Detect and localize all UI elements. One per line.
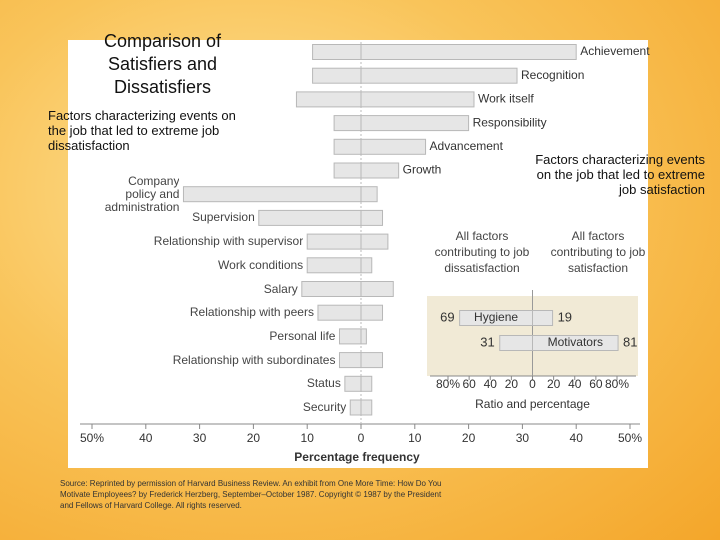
category-label: Advancement (430, 139, 504, 153)
right-note: Factors characterizing events on the job… (535, 152, 705, 197)
bar (360, 209, 384, 226)
chart-title: Comparison of Satisfiers and Dissatisfie… (103, 31, 222, 97)
x-tick-label: 40 (568, 377, 582, 391)
category-label: Responsibility (473, 115, 547, 129)
category-label: Relationship with supervisor (153, 234, 304, 249)
bar (360, 162, 400, 179)
x-tick-label: 30 (193, 431, 207, 445)
series-header-box: All factors contributing to job dissatis… (434, 229, 530, 275)
bar (360, 375, 373, 392)
category-label: Company policy and administration (104, 173, 180, 214)
category-label-box: Relationship with subordinates (172, 352, 336, 367)
category-label: Work conditions (218, 257, 304, 272)
value-label: 81 (623, 334, 637, 349)
bar (349, 399, 362, 416)
value-label: 69 (440, 309, 454, 324)
x-axis-label: Percentage frequency (294, 450, 420, 464)
category-label: Achievement (580, 44, 650, 58)
left-note: Factors characterizing events on the job… (48, 108, 236, 153)
bar (306, 233, 362, 250)
bar (295, 91, 362, 108)
bar (312, 44, 362, 60)
bar (360, 67, 518, 84)
category-label: Growth (403, 163, 442, 177)
chart-panel (68, 40, 648, 468)
x-tick-label: 20 (462, 431, 476, 445)
x-tick-label: 80% (605, 377, 629, 391)
category-label-box: Salary (263, 281, 298, 296)
bar (333, 138, 362, 155)
category-label: Status (306, 376, 341, 391)
category-label: Security (302, 400, 347, 414)
bar (360, 304, 384, 321)
bar (360, 91, 475, 108)
bar (312, 67, 362, 84)
bar (333, 162, 362, 179)
bar (338, 352, 362, 369)
category-label-box: Status (306, 376, 341, 391)
bar (333, 115, 362, 132)
bar (338, 328, 362, 345)
series-header-box: All factors contributing to job satisfac… (550, 229, 646, 275)
category-label-box: Relationship with peers (189, 305, 314, 320)
bar (360, 257, 373, 274)
x-tick-label: 30 (516, 431, 530, 445)
bar (360, 138, 427, 155)
series-header: All factors contributing to job dissatis… (434, 229, 530, 275)
bar (532, 310, 554, 326)
series-header: All factors contributing to job satisfac… (550, 229, 646, 275)
x-tick-label: 50% (618, 431, 642, 445)
category-label: Motivators (548, 335, 603, 349)
category-label: Work itself (478, 92, 534, 106)
x-tick-label: 0 (529, 377, 536, 391)
x-tick-label: 60 (462, 377, 476, 391)
category-label-box: Security (302, 400, 347, 414)
bar (499, 335, 534, 351)
bar (306, 257, 362, 274)
bar (360, 281, 394, 297)
x-tick-label: 10 (301, 431, 315, 445)
category-label: Relationship with peers (189, 305, 314, 320)
x-tick-label: 20 (505, 377, 519, 391)
category-label-box: Personal life (269, 328, 336, 343)
x-tick-label: 0 (358, 431, 365, 445)
bar (532, 335, 619, 351)
x-tick-label: 40 (570, 431, 584, 445)
bar (360, 352, 384, 369)
x-tick-label: 20 (247, 431, 261, 445)
category-label: Salary (263, 281, 298, 296)
x-axis-label: Ratio and percentage (475, 397, 590, 411)
category-label-box: Relationship with supervisor (153, 234, 304, 249)
category-label: Relationship with subordinates (172, 352, 336, 367)
bar (360, 115, 470, 132)
category-label-box: Work conditions (218, 257, 304, 272)
x-tick-label: 20 (547, 377, 561, 391)
category-label: Hygiene (474, 310, 518, 324)
bar (360, 233, 389, 250)
bar (360, 44, 577, 60)
x-tick-label: 40 (139, 431, 153, 445)
value-label: 19 (558, 309, 572, 324)
category-label-box: Supervision (192, 210, 255, 225)
category-label: Supervision (192, 210, 255, 225)
x-tick-label: 60 (589, 377, 603, 391)
category-label: Personal life (269, 328, 336, 343)
category-label: Recognition (521, 68, 584, 82)
bar (344, 375, 362, 392)
source: Source: Reprinted by permission of Harva… (60, 479, 442, 510)
value-label: 31 (480, 334, 494, 349)
bar (360, 186, 378, 203)
x-tick-label: 80% (436, 377, 460, 391)
bar (360, 399, 373, 416)
category-label-box: Company policy and administration (104, 173, 180, 214)
x-tick-label: 10 (408, 431, 422, 445)
x-tick-label: 50% (80, 431, 104, 445)
bar (360, 328, 367, 345)
x-tick-label: 40 (484, 377, 498, 391)
